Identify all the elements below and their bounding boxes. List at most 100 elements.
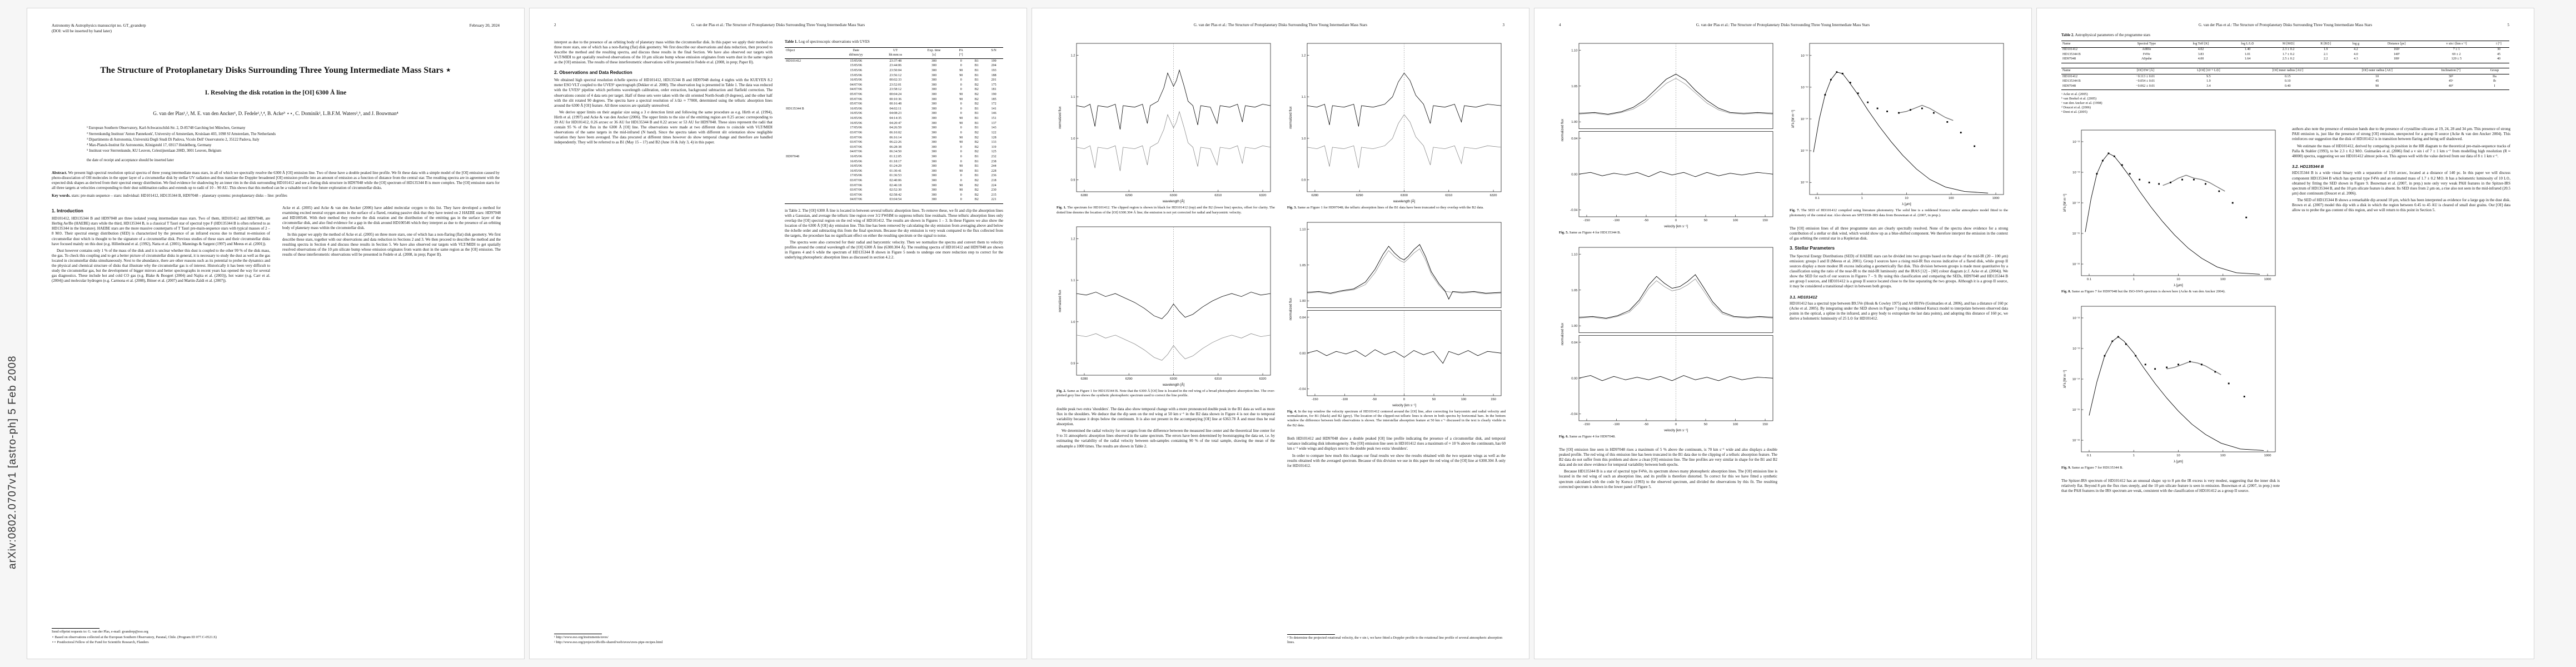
svg-text:0.1: 0.1 — [2087, 278, 2091, 281]
table-cell: 244 — [991, 165, 996, 168]
table-header-cell: Group — [2479, 67, 2509, 75]
table-row: HD97048 A0pshe 4.00 1.64 2.5 ± 0.2 2.2 4.3 180ᶜ… — [2061, 57, 2509, 63]
table-cell: F4Ve — [2142, 52, 2150, 56]
table-cell: −0.054 ± 0.01 — [2136, 79, 2155, 83]
svg-text:1.10: 1.10 — [1299, 228, 1306, 231]
table-cell — [785, 78, 836, 83]
table-cell: B2 — [974, 102, 979, 106]
table-cell: 140ᵇ — [2393, 52, 2400, 56]
table-header-cell: UT — [876, 47, 915, 53]
svg-text:-100: -100 — [1613, 219, 1620, 222]
table-cell: 300 — [931, 78, 937, 82]
running-header: 2 G. van der Plas et al.: The Structure … — [554, 23, 1002, 28]
table-cell: 01:36:53 — [889, 174, 902, 178]
table-cell: 03/07/06 — [850, 193, 862, 197]
table-cell: 300 — [931, 126, 937, 130]
table-cell: B1 — [974, 117, 979, 121]
table-cell: 0 — [953, 197, 969, 204]
section-3-2-heading: 3.2. HD135344 B — [2292, 163, 2324, 169]
svg-text:0.9: 0.9 — [1070, 362, 1075, 366]
spacer — [2061, 63, 2509, 68]
svg-text:1000: 1000 — [2264, 278, 2271, 281]
paragraph: Acke et al. (2005) and Acke & van den An… — [282, 205, 501, 230]
svg-text:10⁻¹³: 10⁻¹³ — [1801, 86, 1808, 89]
table-cell — [785, 183, 836, 188]
table-cell: 04:26:59 — [889, 126, 902, 130]
paragraph: The spectra were also corrected for thei… — [785, 240, 1003, 260]
table-cell: 230 — [991, 188, 996, 192]
table-cell: B1 — [974, 174, 979, 178]
table-cell: 215 — [991, 193, 996, 197]
figure-7-label: Fig. 7. — [1790, 208, 1800, 213]
table-cell: 90 — [959, 121, 963, 125]
svg-text:λ [μm]: λ [μm] — [2174, 460, 2183, 464]
svg-text:normalized flux: normalized flux — [1289, 106, 1293, 128]
svg-text:6320: 6320 — [1490, 194, 1497, 197]
table-cell: 4.0 — [2354, 52, 2358, 56]
table-cell: 23:44:06 — [889, 64, 902, 68]
abstract: Abstract. We present high spectral resol… — [52, 171, 500, 191]
table-row: HD101412 15/05/06 23:37:48 300 0 B1 199 — [785, 59, 1003, 64]
svg-text:1.1: 1.1 — [1070, 96, 1075, 99]
svg-text:-100: -100 — [1613, 423, 1620, 426]
table-cell: 00:02:33 — [889, 78, 902, 82]
table-cell: 16/05/06 — [850, 165, 862, 168]
paragraph: HD101412, HD135344 B and HD97048 are thr… — [52, 216, 270, 246]
svg-text:50: 50 — [1704, 423, 1707, 426]
table-subheader-cell: dd/mm/yy — [835, 53, 876, 59]
page2-columns: interpret as due to the presence of an o… — [554, 40, 1003, 645]
table-cell: 1.64 — [2226, 57, 2269, 63]
svg-text:10⁻¹⁵: 10⁻¹⁵ — [2072, 232, 2080, 236]
table-cell: 05/07/06 — [850, 93, 862, 97]
running-title: G. van der Plas et al.: The Structure of… — [1193, 23, 1368, 27]
svg-text:10⁻¹⁴: 10⁻¹⁴ — [2072, 201, 2080, 205]
table-cell: B1 — [974, 78, 979, 82]
table-cell: B1 — [974, 160, 979, 163]
figure-2-caption-text: Same as Figure 1 for HD135344 B. Note th… — [1057, 389, 1275, 398]
arxiv-stamp-text: arXiv:0802.0707v1 [astro-ph] 5 Feb 2008 — [7, 355, 18, 569]
table-header-cell: log g — [2343, 41, 2369, 48]
svg-text:-0.04: -0.04 — [1570, 209, 1578, 212]
table-cell: 0 — [960, 102, 962, 106]
table-cell: 1.7 ± 0.2 — [2282, 52, 2295, 56]
svg-text:10⁻¹²: 10⁻¹² — [2072, 141, 2080, 144]
table-cell: 16/05/06 — [850, 121, 862, 125]
table-1-caption: Table 1. Log of spectroscopic observatio… — [785, 40, 1003, 45]
svg-text:0.04: 0.04 — [1299, 316, 1306, 319]
svg-text:10: 10 — [1905, 197, 1908, 200]
figure-9: 10⁻¹⁶ 10⁻¹⁵ 10⁻¹⁴ 10⁻¹³ 10⁻¹² 0.1 1 10 100 1000 λ … — [2061, 302, 2280, 475]
table-2a-grid: Name Spectral Type log Teff [K] log L/L⊙ M [… — [2061, 41, 2509, 63]
table-subheader-cell: [s] — [914, 53, 954, 59]
table-cell: 4.3 — [2343, 57, 2369, 63]
table-cell: 90 — [959, 117, 963, 121]
table-2-label: Table 2. — [2061, 33, 2075, 38]
table-cell — [785, 136, 836, 141]
svg-text:0.00: 0.00 — [1571, 377, 1577, 380]
table-row: 03/07/06 06:22:26 300 90 B2 133 — [785, 141, 1003, 146]
svg-text:-150: -150 — [1312, 398, 1318, 401]
page-number: 4 — [1559, 23, 1561, 27]
plot-svg: 10⁻¹⁶ 10⁻¹⁵ 10⁻¹⁴ 10⁻¹³ 10⁻¹² 0.1 1 10 100 1000 λ … — [2064, 130, 2276, 287]
svg-text:wavelength [Å]: wavelength [Å] — [1162, 383, 1185, 387]
figure-6-label: Fig. 6. — [1559, 434, 1569, 439]
plot-svg: 0.9 1.0 1.1 1.2 6280 6290 6300 6310 6320 waveleng… — [1059, 43, 1271, 203]
table-cell: B2 — [974, 183, 979, 187]
paragraph: in Table 2. The [OI] 6300 Å line is loca… — [785, 208, 1003, 238]
table-cell: 0 — [960, 179, 962, 183]
paragraph: HD135344 B is a wide visual binary with … — [2292, 171, 2510, 196]
svg-text:100: 100 — [1733, 423, 1738, 426]
table-cell: 16/05/06 — [850, 78, 862, 82]
running-title: G. van der Plas et al.: The Structure of… — [1696, 23, 1870, 27]
footnote-pipeline-url: ² http://www.eso.org/projects/dfs/dfs-sh… — [554, 640, 663, 644]
table-cell: 300 — [931, 150, 937, 154]
table-cell: 143 — [991, 126, 996, 130]
svg-text:10⁻¹⁶: 10⁻¹⁶ — [1801, 181, 1808, 185]
figure-7-caption-text: The SED of HD101412 compiled using liter… — [1790, 208, 2009, 217]
table-header-cell — [969, 47, 985, 53]
table-cell: 23:52:01 — [889, 83, 902, 87]
table-cell: 45 — [2497, 52, 2501, 56]
svg-text:λFλ [W m⁻²]: λFλ [W m⁻²] — [2064, 194, 2067, 212]
table-cell: 90 — [959, 183, 963, 187]
figure-2-plot: 0.9 1.0 1.1 1.2 6280 6290 6300 6310 6320 waveleng… — [1057, 223, 1275, 387]
list-item: ¹ European Southern Observatory, Karl-Sc… — [87, 126, 246, 131]
